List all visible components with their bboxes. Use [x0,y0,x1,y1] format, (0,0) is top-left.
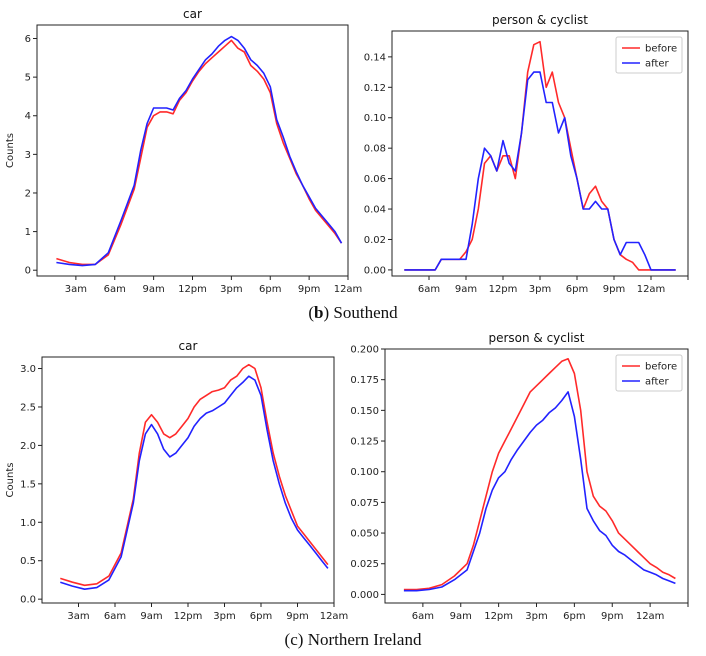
x-tick-label: 9am [450,611,472,622]
y-tick-label: 3.0 [20,364,36,375]
y-tick-label: 0.08 [364,144,386,155]
x-tick-label: 12am [636,611,665,622]
x-tick-label: 12pm [489,284,518,295]
series-line-before [403,357,676,591]
y-tick-label: 0 [25,266,31,277]
chart-panel-1: car 3am 6am 9am 12pm 3pm 6pm 9pm 12am 0 1 2 3 4 5 6 Coun… [5,7,362,295]
caption-c-label: c [290,630,298,649]
x-tick-label: 6pm [259,284,281,295]
series-line-before [60,363,329,587]
chart-title: car [179,339,198,353]
x-tick-label: 12pm [178,284,207,295]
x-tick-label: 6pm [563,611,585,622]
x-tick-label: 12pm [484,611,513,622]
y-tick-label: 2.0 [20,441,36,452]
series-line-after [403,391,676,592]
x-tick-label: 6am [104,284,126,295]
series-line-before [56,39,343,266]
x-tick-label: 6pm [250,611,272,622]
y-tick-label: 4 [25,111,31,122]
y-axis-label: Counts [5,463,16,498]
x-tick-label: 3pm [525,611,547,622]
series-line-after [60,375,329,591]
caption-b: (b) Southend [308,303,398,322]
chart-title: person & cyclist [488,331,584,345]
y-tick-label: 0.12 [364,83,386,94]
y-tick-label: 0.14 [364,52,386,63]
legend-label-after: after [645,59,670,70]
y-axis-label: Counts [5,133,16,168]
legend-label-after: after [645,377,670,388]
legend-box [615,354,683,392]
x-tick-label: 3am [67,611,89,622]
caption-c-text: Northern Ireland [307,630,422,649]
y-tick-label: 0.0 [20,595,36,606]
y-tick-label: 0.06 [364,174,386,185]
x-tick-label: 6am [104,611,126,622]
y-tick-label: 1.0 [20,518,36,529]
chart-panel-3: car 3am 6am 9am 12pm 3pm 6pm 9pm 12am 0.0 0.5 1.0 1.… [5,339,348,622]
caption-c: (c) Northern Ireland [284,630,422,649]
x-tick-label: 12am [320,611,349,622]
x-tick-label: 9am [143,284,165,295]
caption-b-text: Southend [333,303,398,322]
x-tick-label: 9pm [286,611,308,622]
x-tick-label: 9am [140,611,162,622]
x-tick-label: 12pm [174,611,203,622]
x-tick-label: 6pm [566,284,588,295]
y-tick-label: 0.125 [350,437,379,448]
y-tick-label: 0.075 [350,498,379,509]
x-tick-label: 6am [412,611,434,622]
y-tick-label: 0.175 [350,375,379,386]
y-tick-label: 0.050 [350,529,379,540]
y-tick-label: 5 [25,73,31,84]
y-tick-label: 1.5 [20,479,36,490]
x-tick-label: 3am [65,284,87,295]
y-tick-label: 0.000 [350,590,379,601]
legend-label-before: before [645,44,677,55]
chart-panel-2: person & cyclist 6am 9am 12pm 3pm 6pm 9pm 12am 0… [364,13,689,295]
series-line-before [404,40,676,271]
x-tick-label: 6am [418,284,440,295]
x-tick-label: 3pm [213,611,235,622]
y-tick-label: 0.5 [20,556,36,567]
series-line-after [404,71,676,271]
y-tick-label: 0.200 [350,345,379,356]
plot-frame [36,24,349,277]
y-tick-label: 0.100 [350,467,379,478]
y-tick-label: 6 [25,34,31,45]
chart-title: person & cyclist [492,13,588,27]
x-tick-label: 9pm [601,611,623,622]
y-tick-label: 2.5 [20,402,36,413]
legend-box [615,36,683,74]
x-tick-label: 12am [334,284,363,295]
y-tick-label: 0.025 [350,559,379,570]
chart-title: car [183,7,202,21]
y-tick-label: 0.02 [364,235,386,246]
y-tick-label: 0.00 [364,265,386,276]
y-tick-label: 0.150 [350,406,379,417]
y-tick-label: 0.04 [364,205,386,216]
chart-panel-4: person & cyclist 6am 9am 12pm 3pm 6pm 9pm 12am 0… [350,331,689,622]
x-tick-label: 12am [637,284,666,295]
legend-label-before: before [645,362,677,373]
y-tick-label: 3 [25,150,31,161]
plot-frame [41,356,335,604]
y-tick-label: 0.10 [364,113,386,124]
series-line-after [56,35,343,267]
x-tick-label: 3pm [529,284,551,295]
x-tick-label: 9pm [298,284,320,295]
caption-b-label: b [314,303,324,322]
x-tick-label: 9am [455,284,477,295]
x-tick-label: 9pm [603,284,625,295]
x-tick-label: 3pm [220,284,242,295]
y-tick-label: 2 [25,188,31,199]
y-tick-label: 1 [25,227,31,238]
